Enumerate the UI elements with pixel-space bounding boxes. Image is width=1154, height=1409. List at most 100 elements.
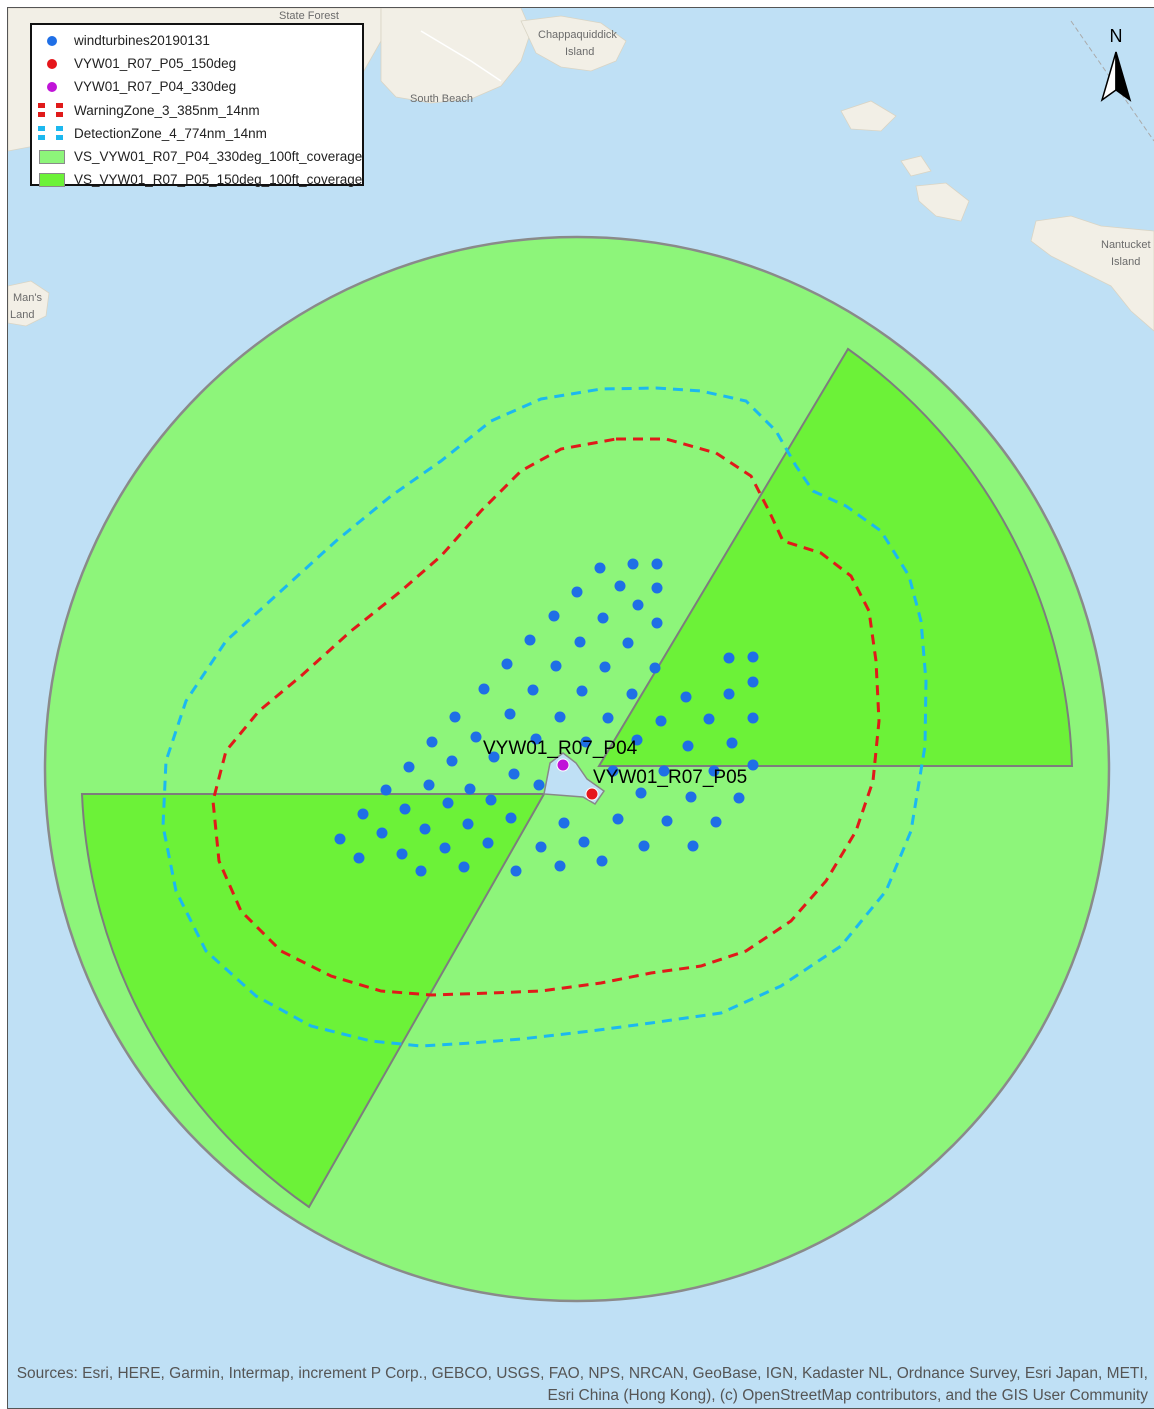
wind-turbine-point[interactable] xyxy=(458,861,470,873)
wind-turbine-point[interactable] xyxy=(655,715,667,727)
wind-turbine-point[interactable] xyxy=(442,797,454,809)
wind-turbine-point[interactable] xyxy=(602,712,614,724)
wind-turbine-point[interactable] xyxy=(446,755,458,767)
wind-turbine-point[interactable] xyxy=(612,813,624,825)
wind-turbine-point[interactable] xyxy=(651,617,663,629)
wind-turbine-point[interactable] xyxy=(658,765,670,777)
wind-turbine-point[interactable] xyxy=(747,651,759,663)
legend-item-warning-zone: WarningZone_3_385nm_14nm xyxy=(38,99,362,122)
p05-coverage-legend-icon xyxy=(38,171,66,189)
wind-turbine-point[interactable] xyxy=(723,688,735,700)
wind-turbine-point[interactable] xyxy=(682,740,694,752)
wind-turbine-point[interactable] xyxy=(680,691,692,703)
wind-turbines xyxy=(334,558,759,877)
wind-turbine-point[interactable] xyxy=(571,586,583,598)
wind-turbine-point[interactable] xyxy=(599,661,611,673)
wind-turbine-point[interactable] xyxy=(635,787,647,799)
p05-radar-point[interactable] xyxy=(585,787,599,801)
map-canvas[interactable]: VYW01_R07_P04 VYW01_R07_P05 State Forest… xyxy=(8,8,1154,1408)
legend-label: WarningZone_3_385nm_14nm xyxy=(74,102,260,118)
wind-turbine-point[interactable] xyxy=(399,803,411,815)
wind-turbine-point[interactable] xyxy=(533,779,545,791)
wind-turbine-point[interactable] xyxy=(747,759,759,771)
wind-turbine-point[interactable] xyxy=(470,731,482,743)
wind-turbine-point[interactable] xyxy=(426,736,438,748)
wind-turbine-point[interactable] xyxy=(574,636,586,648)
legend-item-detection-zone: DetectionZone_4_774nm_14nm xyxy=(38,122,362,145)
wind-turbine-point[interactable] xyxy=(403,761,415,773)
wind-turbine-point[interactable] xyxy=(651,582,663,594)
wind-turbine-point[interactable] xyxy=(597,612,609,624)
wind-turbine-point[interactable] xyxy=(596,855,608,867)
legend-item-p04-330deg: VYW01_R07_P04_330deg xyxy=(38,75,362,98)
wind-turbine-point[interactable] xyxy=(478,683,490,695)
wind-turbine-point[interactable] xyxy=(554,711,566,723)
wind-turbine-point[interactable] xyxy=(626,688,638,700)
wind-turbine-point[interactable] xyxy=(554,860,566,872)
wind-turbine-point[interactable] xyxy=(396,848,408,860)
wind-turbine-point[interactable] xyxy=(550,660,562,672)
warning-zone-outline[interactable] xyxy=(211,437,881,997)
wind-turbine-point[interactable] xyxy=(632,599,644,611)
wind-turbine-point[interactable] xyxy=(505,812,517,824)
wind-turbine-point[interactable] xyxy=(530,733,542,745)
legend-item-p04-coverage: VS_VYW01_R07_P04_330deg_100ft_coverage xyxy=(38,145,362,168)
wind-turbine-point[interactable] xyxy=(376,827,388,839)
wind-turbine-point[interactable] xyxy=(649,662,661,674)
wind-turbine-point[interactable] xyxy=(380,784,392,796)
wind-turbine-point[interactable] xyxy=(527,684,539,696)
wind-turbine-point[interactable] xyxy=(726,737,738,749)
wind-turbine-point[interactable] xyxy=(558,817,570,829)
wind-turbine-point[interactable] xyxy=(464,783,476,795)
wind-turbine-point[interactable] xyxy=(439,842,451,854)
wind-turbine-point[interactable] xyxy=(723,652,735,664)
wind-turbine-point[interactable] xyxy=(535,841,547,853)
wind-turbine-point[interactable] xyxy=(449,711,461,723)
wind-turbine-point[interactable] xyxy=(708,765,720,777)
wind-turbine-point[interactable] xyxy=(607,765,619,777)
wind-turbine-point[interactable] xyxy=(594,562,606,574)
wind-turbine-point[interactable] xyxy=(622,637,634,649)
wind-turbine-point[interactable] xyxy=(482,837,494,849)
legend-item-windturbines: windturbines20190131 xyxy=(38,29,362,52)
wind-turbine-point[interactable] xyxy=(524,634,536,646)
wind-turbine-point[interactable] xyxy=(747,712,759,724)
p04-radar-point[interactable] xyxy=(556,758,570,772)
coverage-sector-p05-northeast[interactable] xyxy=(597,347,1074,767)
wind-turbine-point[interactable] xyxy=(685,791,697,803)
wind-turbine-point[interactable] xyxy=(733,792,745,804)
wind-turbine-point[interactable] xyxy=(580,736,592,748)
wind-turbine-point[interactable] xyxy=(485,794,497,806)
wind-turbine-point[interactable] xyxy=(710,816,722,828)
wind-turbine-point[interactable] xyxy=(548,610,560,622)
wind-turbine-point[interactable] xyxy=(462,818,474,830)
wind-turbine-point[interactable] xyxy=(423,779,435,791)
wind-turbine-point[interactable] xyxy=(419,823,431,835)
map-frame[interactable]: VYW01_R07_P04 VYW01_R07_P05 State Forest… xyxy=(7,7,1154,1409)
wind-turbine-point[interactable] xyxy=(627,558,639,570)
wind-turbine-point[interactable] xyxy=(747,676,759,688)
coverage-sector-p05-southwest[interactable] xyxy=(80,793,546,1209)
wind-turbine-point[interactable] xyxy=(703,713,715,725)
wind-turbine-point[interactable] xyxy=(504,708,516,720)
wind-turbine-point[interactable] xyxy=(334,833,346,845)
north-arrow-icon xyxy=(1100,51,1132,102)
wind-turbine-point[interactable] xyxy=(357,808,369,820)
wind-turbine-point[interactable] xyxy=(631,734,643,746)
wind-turbine-point[interactable] xyxy=(508,768,520,780)
wind-turbine-point[interactable] xyxy=(510,865,522,877)
wind-turbine-point[interactable] xyxy=(614,580,626,592)
wind-turbine-point[interactable] xyxy=(638,840,650,852)
wind-turbine-point[interactable] xyxy=(488,751,500,763)
wind-turbine-point[interactable] xyxy=(687,840,699,852)
wind-turbine-point[interactable] xyxy=(353,852,365,864)
place-label-nantucket-island: Island xyxy=(1111,256,1140,268)
wind-turbine-point[interactable] xyxy=(501,658,513,670)
wind-turbine-point[interactable] xyxy=(578,836,590,848)
wind-turbine-point[interactable] xyxy=(576,685,588,697)
wind-turbine-point[interactable] xyxy=(661,815,673,827)
wind-turbine-point[interactable] xyxy=(651,558,663,570)
north-arrow: N xyxy=(1096,26,1136,106)
place-label-nantucket: Nantucket xyxy=(1101,239,1151,251)
wind-turbine-point[interactable] xyxy=(415,865,427,877)
